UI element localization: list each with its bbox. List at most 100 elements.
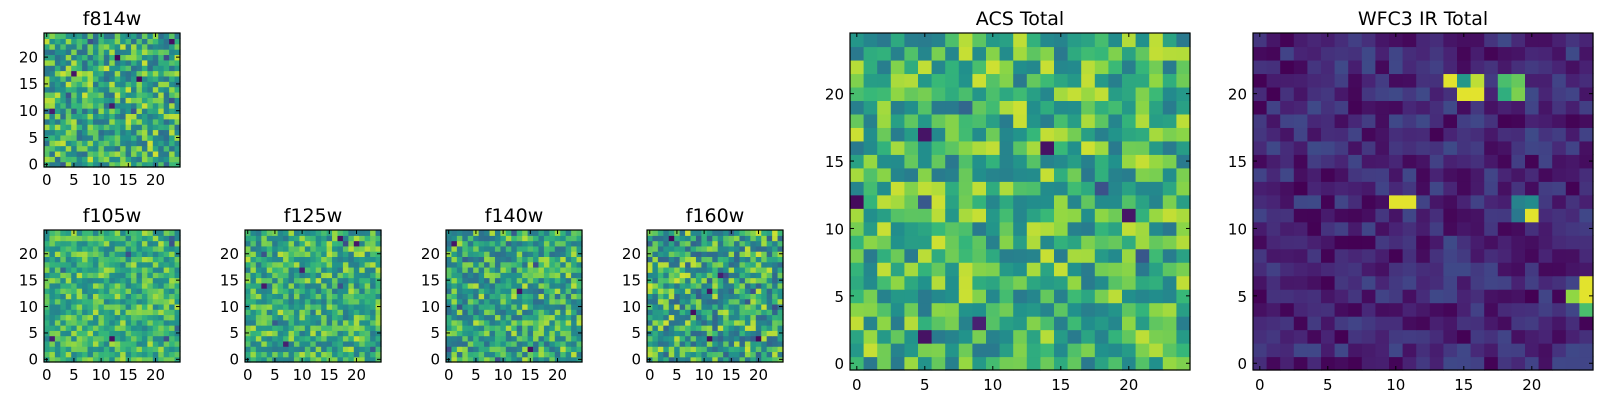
heatmap-cell — [1484, 86, 1499, 101]
heatmap-cell — [1149, 221, 1164, 236]
heatmap-cell — [712, 314, 719, 321]
heatmap-cell — [1054, 140, 1069, 155]
heatmap-cell — [103, 346, 110, 353]
heatmap-cell — [71, 293, 78, 300]
heatmap-cell — [304, 251, 311, 257]
heatmap-cell — [1253, 194, 1268, 209]
heatmap-cell — [304, 282, 311, 289]
heatmap-cell — [565, 235, 572, 242]
heatmap-cell — [87, 118, 94, 125]
heatmap-cell — [1253, 46, 1268, 61]
heatmap-cell — [1402, 343, 1417, 358]
heatmap-cell — [87, 108, 94, 114]
heatmap-cell — [904, 248, 919, 263]
heatmap-cell — [1253, 100, 1268, 115]
heatmap-cell — [1026, 46, 1041, 61]
heatmap-cell — [766, 314, 773, 321]
heatmap-cell — [1361, 154, 1376, 169]
heatmap-cell — [761, 282, 768, 289]
heatmap-cell — [353, 314, 360, 321]
heatmap-cell — [54, 49, 61, 56]
heatmap-cell — [1280, 127, 1295, 142]
heatmap-cell — [141, 293, 148, 300]
heatmap-cell — [484, 230, 491, 236]
heatmap-cell — [272, 309, 279, 316]
heatmap-cell — [114, 150, 121, 157]
heatmap-cell — [1361, 275, 1376, 290]
heatmap-cell — [734, 298, 741, 305]
heatmap-cell — [1094, 154, 1109, 169]
heatmap-cell — [1149, 248, 1164, 263]
heatmap-cell — [543, 277, 550, 284]
heatmap-cell — [1375, 302, 1390, 317]
heatmap-cell — [890, 302, 905, 317]
heatmap-cell — [1429, 302, 1444, 317]
heatmap-cell — [304, 293, 311, 300]
heatmap-cell — [152, 65, 159, 72]
heatmap-cell — [131, 150, 138, 157]
heatmap-cell — [1484, 235, 1499, 250]
heatmap-cell — [467, 335, 474, 342]
heatmap-cell — [489, 303, 496, 310]
x-tick-label: 0 — [42, 366, 52, 384]
heatmap-cell — [565, 261, 572, 268]
heatmap-cell — [489, 330, 496, 337]
heatmap-cell — [92, 65, 99, 72]
heatmap-cell — [147, 156, 154, 163]
heatmap-cell — [87, 251, 94, 257]
heatmap-cell — [766, 230, 773, 236]
heatmap-cell — [266, 256, 273, 263]
heatmap-cell — [549, 266, 556, 273]
heatmap-cell — [543, 340, 550, 347]
heatmap-cell — [516, 298, 523, 305]
heatmap-cell — [511, 335, 518, 342]
heatmap-cell — [1497, 343, 1512, 358]
heatmap-cell — [1402, 113, 1417, 128]
heatmap-cell — [266, 293, 273, 300]
heatmap-cell — [255, 319, 262, 326]
heatmap-cell — [359, 309, 366, 316]
heatmap-cell — [958, 221, 973, 236]
heatmap-cell — [647, 325, 654, 331]
heatmap-cell — [163, 356, 170, 363]
heatmap-cell — [98, 70, 105, 77]
heatmap-cell — [1334, 356, 1349, 371]
heatmap-cell — [494, 277, 501, 284]
x-tick-label: 5 — [69, 366, 79, 384]
heatmap-cell — [652, 298, 659, 305]
heatmap-cell — [1416, 181, 1431, 196]
heatmap-cell — [1429, 140, 1444, 155]
heatmap-cell — [1443, 356, 1458, 371]
heatmap-cell — [1348, 262, 1363, 277]
heatmap-cell — [163, 282, 170, 289]
heatmap-cell — [850, 73, 865, 88]
heatmap-cell — [109, 134, 116, 141]
heatmap-cell — [98, 97, 105, 104]
heatmap-cell — [1470, 316, 1485, 331]
heatmap-cell — [310, 346, 317, 353]
heatmap-cell — [1579, 100, 1594, 115]
heatmap-cell — [717, 298, 724, 305]
heatmap-cell — [1307, 154, 1322, 169]
heatmap-cell — [163, 245, 170, 252]
heatmap-cell — [114, 319, 121, 326]
heatmap-cell — [473, 277, 480, 284]
heatmap-cell — [451, 272, 458, 279]
heatmap-cell — [1457, 86, 1472, 101]
heatmap-cell — [717, 293, 724, 300]
heatmap-cell — [310, 235, 317, 242]
heatmap-cell — [958, 167, 973, 182]
heatmap-cell — [657, 340, 664, 347]
heatmap-cell — [44, 288, 51, 294]
heatmap-cell — [446, 293, 453, 300]
heatmap-cell — [125, 351, 132, 358]
heatmap-cell — [1280, 316, 1295, 331]
heatmap-cell — [1266, 181, 1281, 196]
heatmap-cell — [65, 129, 72, 136]
heatmap-cell — [359, 335, 366, 342]
heatmap-cell — [1081, 100, 1096, 115]
heatmap-cell — [54, 33, 61, 39]
heatmap-cell — [60, 356, 67, 363]
heatmap-cell — [158, 91, 165, 98]
heatmap-cell — [1334, 248, 1349, 263]
